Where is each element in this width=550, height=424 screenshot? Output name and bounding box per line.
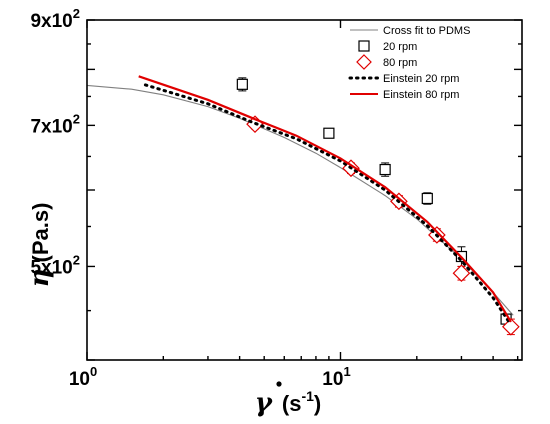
- square-marker: [421, 192, 433, 205]
- gamma-dot: [276, 381, 282, 387]
- y-tick-label: 7x102: [30, 111, 80, 137]
- series-einstein-20-rpm: [143, 83, 513, 327]
- legend-label: 80 rpm: [383, 57, 417, 69]
- x-tick-label: 101: [322, 364, 350, 390]
- diamond-marker: [502, 317, 520, 336]
- legend-label: 20 rpm: [383, 41, 417, 53]
- x-tick-label: 100: [69, 364, 97, 390]
- series-line: [87, 84, 514, 316]
- square-marker: [236, 78, 248, 90]
- legend-label: Cross fit to PDMS: [383, 25, 470, 37]
- svg-text:γ(s-1): γ (s-1): [255, 388, 322, 418]
- x-axis-title: γ (s-1): [255, 381, 322, 418]
- series-dotted-line: [143, 83, 513, 327]
- y-axis-title: η(Pa.s): [25, 203, 55, 288]
- square-marker: [379, 163, 391, 176]
- legend-label: Einstein 20 rpm: [383, 73, 459, 85]
- series-line: [138, 75, 512, 323]
- legend-entry: 80 rpm: [356, 54, 417, 70]
- legend-label: Einstein 80 rpm: [383, 89, 459, 101]
- series-cross-fit-to-pdms: [87, 84, 514, 316]
- y-tick-label: 5x102: [30, 252, 80, 278]
- series-20-rpm: [236, 77, 512, 325]
- legend-entry: Einstein 80 rpm: [350, 89, 459, 101]
- data-layer: [87, 75, 520, 336]
- legend-swatch: [358, 40, 370, 52]
- tick-layer: 100 101 5x102 7x102 9x102: [30, 6, 522, 390]
- square-marker: [323, 127, 335, 139]
- legend-entry: Einstein 20 rpm: [348, 73, 459, 85]
- series-80-rpm: [246, 115, 520, 336]
- series-einstein-80-rpm: [138, 75, 512, 323]
- legend-swatch: [356, 54, 372, 70]
- legend: Cross fit to PDMS 20 rpm 80 rpm Einstein 20…: [348, 25, 470, 101]
- diamond-marker: [452, 264, 471, 283]
- plot-frame: [86, 19, 523, 361]
- legend-entry: Cross fit to PDMS: [350, 25, 470, 37]
- y-tick-label: 9x102: [30, 6, 80, 32]
- legend-entry: 20 rpm: [358, 40, 417, 53]
